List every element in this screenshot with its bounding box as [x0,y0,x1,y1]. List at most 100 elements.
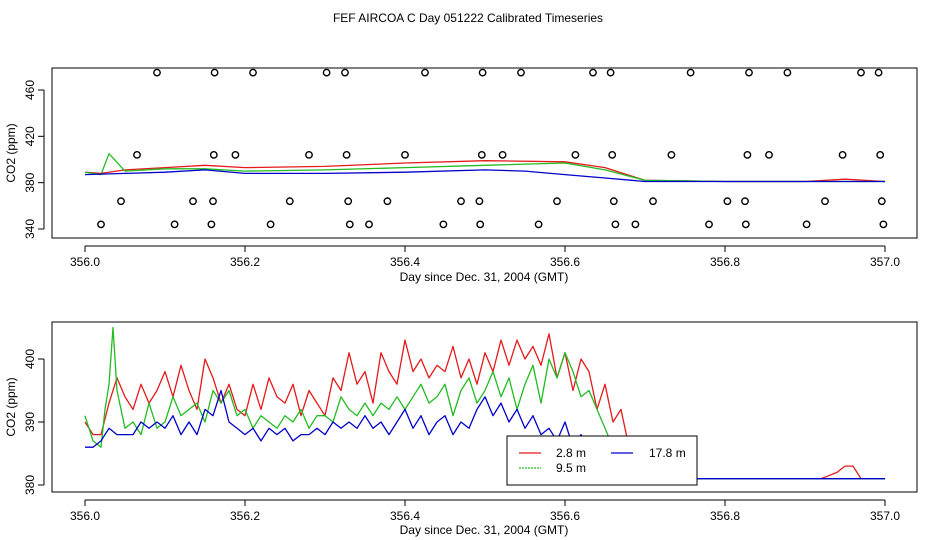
top-marker-point [457,197,465,206]
top-marker-point [365,220,373,229]
bottom-y-tick-label: 390 [23,412,37,432]
top-marker-point [209,197,217,206]
top-marker-point [189,197,197,206]
top-marker-point [821,197,829,206]
bottom-y-axis: 380 390 400 [23,349,45,495]
top-x-axis-label: Day since Dec. 31, 2004 (GMT) [400,270,569,284]
top-marker-point [342,150,351,159]
top-marker-point [741,197,749,206]
bottom-series-line-9-5-m [84,326,885,480]
bottom-series-line-17-8-m [85,389,885,480]
top-marker-point [874,68,883,77]
top-marker-point [97,220,105,229]
top-marker-point [649,197,657,206]
top-marker-point [838,150,847,159]
top-marker-point [477,150,486,159]
top-series-line-17-8-m [84,169,885,183]
top-marker-point [476,220,485,229]
top-marker-point [345,220,354,229]
bottom-x-axis-label: Day since Dec. 31, 2004 (GMT) [400,523,569,537]
top-x-tick-label: 357.0 [870,255,900,269]
top-marker-point [475,197,484,206]
top-marker-point [608,150,617,159]
top-marker-point [305,150,313,159]
legend-label-9-5m: 9.5 m [556,461,586,475]
bottom-series-line-2-8-m [84,333,885,480]
top-x-tick-label: 356.4 [390,255,420,269]
top-marker-point [133,150,141,159]
bottom-x-tick-label: 356.2 [230,509,260,523]
top-marker-point [879,220,888,229]
top-marker-point [723,197,732,206]
bottom-y-axis-label: CO2 (ppm) [4,377,18,436]
top-marker-point [589,68,597,77]
legend-box [506,435,698,486]
top-marker-point [322,68,331,77]
bottom-y-tick-label: 380 [23,475,37,495]
bottom-panel: 356.0 356.2 356.4 356.6 356.8 357.0 380 390 400… [4,321,918,537]
top-marker-point [705,220,713,229]
top-marker-point [553,197,561,206]
top-marker-point [439,220,448,229]
top-x-tick-label: 356.8 [710,255,740,269]
top-marker-point [249,68,257,77]
top-marker-point [743,150,752,159]
top-x-tick-label: 356.0 [70,255,100,269]
top-y-axis: 340 380 420 460 [23,80,45,239]
top-marker-point [876,150,885,159]
top-marker-point [877,197,886,206]
top-x-axis: 356.0 356.2 356.4 356.6 356.8 357.0 [70,245,900,269]
top-marker-point [285,197,294,206]
bottom-series-lines [84,326,885,480]
top-panel: 356.0 356.2 356.4 356.6 356.8 357.0 340 380 420… [4,67,918,284]
bottom-x-tick-label: 356.4 [390,509,420,523]
top-marker-point [210,68,219,77]
top-marker-point [741,220,750,229]
bottom-x-tick-label: 357.0 [870,509,900,523]
top-plot-frame [51,67,918,239]
top-marker-point [170,220,179,229]
top-marker-point [207,220,216,229]
top-marker-point [802,220,811,229]
top-marker-point [631,220,640,229]
top-series-line-9-5-m [84,153,885,183]
top-marker-point [745,68,753,77]
top-marker-point [153,68,161,77]
bottom-x-tick-label: 356.6 [550,509,580,523]
top-marker-point [609,197,618,206]
bottom-x-axis: 356.0 356.2 356.4 356.6 356.8 357.0 [70,499,900,523]
top-marker-point [266,220,275,229]
top-series-lines [84,153,886,183]
top-marker-point [765,150,773,159]
top-marker-point [209,150,218,159]
top-marker-point [667,150,676,159]
legend: 2.8 m 9.5 m 17.8 m [506,435,698,486]
top-marker-point [857,68,865,77]
top-x-tick-label: 356.6 [550,255,580,269]
top-marker-point [117,197,125,206]
top-marker-point [478,68,487,77]
top-y-tick-label: 380 [23,172,37,192]
bottom-x-tick-label: 356.8 [710,509,740,523]
top-marker-point [421,68,429,77]
top-marker-point [344,197,353,206]
top-marker-point [571,150,580,159]
top-marker-point [534,220,543,229]
bottom-plot-frame [51,321,918,493]
top-y-axis-label: CO2 (ppm) [4,123,18,182]
top-marker-point [606,68,615,77]
top-marker-point [231,150,240,159]
legend-label-17-8m: 17.8 m [649,446,686,460]
top-marker-point [341,68,349,77]
figure-title: FEF AIRCOA C Day 051222 Calibrated Times… [333,11,603,25]
top-y-tick-label: 340 [23,219,37,239]
top-marker-point [517,68,525,77]
top-marker-point [611,220,620,229]
top-series-line-2-8-m [84,160,886,183]
bottom-y-tick-label: 400 [23,349,37,369]
top-x-tick-label: 356.2 [230,255,260,269]
top-y-tick-label: 460 [23,80,37,100]
legend-label-2-8m: 2.8 m [556,446,586,460]
top-marker-point [686,68,695,77]
